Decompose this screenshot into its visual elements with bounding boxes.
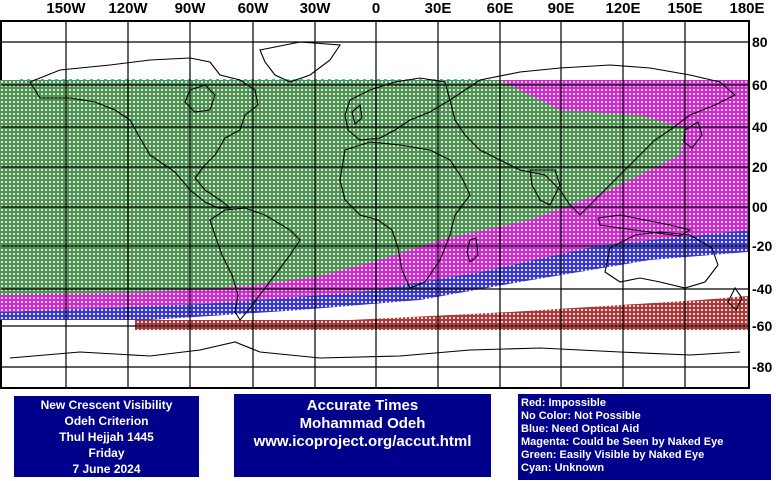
- japan-coast: [683, 121, 703, 149]
- lat-label-minus20: -20: [752, 238, 773, 254]
- lat-label-minus80: -80: [752, 359, 773, 375]
- hijri-month-label: Thul Hejjah 1445: [59, 430, 154, 444]
- lat-label-00: 00: [752, 199, 768, 215]
- uk-coast: [351, 103, 363, 125]
- zone-blue: [0, 230, 748, 320]
- lat-label-minus40: -40: [752, 281, 773, 297]
- south-america-coast: [209, 207, 301, 321]
- website-url: www.icoproject.org/accut.html: [253, 433, 472, 450]
- zone-red: [135, 296, 748, 330]
- zone-green: [0, 80, 685, 295]
- lon-label-150w: 150W: [46, 0, 86, 17]
- criterion-label: Odeh Criterion: [64, 414, 149, 428]
- lat-label-minus60: -60: [752, 318, 773, 334]
- lat-label-20: 20: [752, 159, 768, 175]
- graticule: [1, 21, 749, 388]
- credits-title: Accurate Times: [306, 397, 419, 414]
- legend-red: Red: Impossible: [521, 397, 606, 409]
- credits-panel: Accurate Times Mohammad Odeh www.icoproj…: [234, 394, 491, 477]
- legend-none: No Color: Not Possible: [521, 410, 641, 422]
- date-label: 7 June 2024: [72, 462, 141, 476]
- legend-blue: Blue: Need Optical Aid: [521, 423, 640, 435]
- lon-label-180e: 180E: [729, 0, 765, 17]
- lat-label-60: 60: [752, 77, 768, 93]
- lon-label-150e: 150E: [667, 0, 703, 17]
- antarctica-coast: [9, 341, 741, 359]
- australia-coast: [604, 231, 719, 289]
- lon-label-30w: 30W: [299, 0, 331, 17]
- lat-label-40: 40: [752, 119, 768, 135]
- lon-label-60w: 60W: [237, 0, 269, 17]
- weekday-label: Friday: [88, 446, 125, 460]
- lon-label-0: 0: [371, 0, 381, 17]
- europe-coast: [344, 77, 451, 141]
- lat-label-80: 80: [752, 34, 768, 50]
- lon-label-30e: 30E: [424, 0, 452, 17]
- new-zealand-coast: [727, 286, 743, 311]
- legend-magenta: Magenta: Could be Seen by Naked Eye: [521, 436, 724, 448]
- legend-cyan: Cyan: Unknown: [521, 462, 605, 474]
- lon-label-60e: 60E: [486, 0, 514, 17]
- lon-label-90e: 90E: [547, 0, 575, 17]
- coastlines: [9, 41, 743, 359]
- lon-label-120w: 120W: [108, 0, 148, 17]
- india-coast: [529, 169, 561, 206]
- author-name: Mohammad Odeh: [299, 415, 426, 432]
- crescent-info-panel: New Crescent Visibility Odeh Criterion T…: [14, 396, 199, 477]
- north-america-coast: [29, 57, 259, 209]
- legend-panel: Red: Impossible No Color: Not Possible B…: [518, 394, 771, 480]
- panel-title: New Crescent Visibility: [40, 398, 173, 412]
- lon-label-90w: 90W: [174, 0, 206, 17]
- africa-coast: [339, 141, 471, 289]
- world-map: [0, 20, 750, 389]
- madagascar-coast: [466, 237, 479, 263]
- legend-green: Green: Easily Visible by Naked Eye: [521, 449, 705, 461]
- lon-label-120e: 120E: [605, 0, 641, 17]
- greenland-coast: [259, 41, 341, 83]
